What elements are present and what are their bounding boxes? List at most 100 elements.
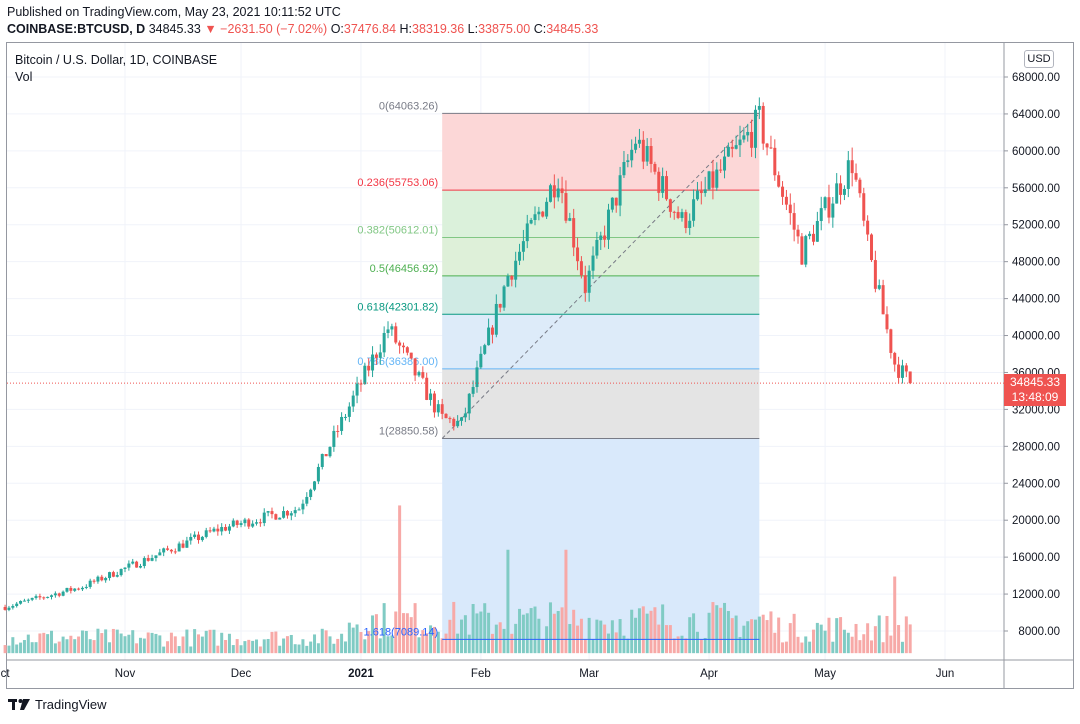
volume-bar [297,644,301,654]
volume-bar [680,635,684,654]
volume-bar [494,624,498,654]
candle-body [877,285,881,289]
bar-countdown: 13:48:09 [1011,390,1059,404]
volume-bar [193,629,197,654]
volume-bar [258,646,262,654]
candle-body [765,143,769,148]
x-tick-label: 2021 [348,668,374,680]
candle-body [622,162,626,176]
candle-body [548,185,552,202]
candle-body [649,146,653,164]
volume-bar [897,625,901,654]
candle-body [715,169,719,188]
candle-body [529,219,533,224]
y-tick-label: 12000.00 [1012,589,1060,601]
candle-body [173,551,177,553]
currency-button[interactable]: USD [1024,50,1054,68]
candle-body [680,212,684,218]
volume-bar [316,643,320,654]
volume-bar [676,636,680,654]
volume-bar [908,624,912,654]
fib-label-0: 0(64063.26) [379,100,438,112]
candle-body [285,511,289,516]
candle-body [262,512,266,524]
candle-body [889,329,893,353]
candle-body [734,145,738,149]
candle-body [220,527,224,532]
volume-bar [185,629,189,654]
symbol: COINBASE:BTCUSD, D [7,22,146,36]
volume-bar [730,618,734,654]
fib-trend-line [441,113,760,439]
volume-bar [15,644,19,654]
last-price-tag: 34845.33 13:48:09 [1004,374,1066,406]
candle-body [142,558,146,567]
volume-bar [831,641,835,654]
candle-body [483,345,487,354]
volume-bar [854,623,858,654]
volume-bar [88,639,92,654]
volume-bar [282,638,286,654]
candle-body [15,603,19,606]
candle-body [231,520,235,527]
candle-body [862,193,866,221]
volume-bar [726,611,730,654]
candle-body [146,558,150,561]
volume-bar [382,603,386,654]
candle-body [224,527,228,531]
candle-body [568,218,572,221]
candle-body [138,566,142,568]
volume-bar [266,638,270,654]
volume-bar [819,624,823,654]
candle-body [908,371,912,384]
x-tick-label: Jun [936,668,955,680]
volume-bar [757,616,761,654]
candle-body [316,466,320,482]
candle-body [50,595,54,597]
candle-body [313,481,317,490]
candle-body [761,105,765,144]
candle-body [881,285,885,315]
volume-bar [870,640,874,654]
fib-label-0.236: 0.236(55753.06) [357,177,438,189]
volume-bar [862,634,866,654]
candle-body [498,303,502,308]
candle-body [166,548,170,550]
candle-body [73,588,77,591]
volume-bar [224,639,228,654]
fib-zone-0.236 [442,190,760,238]
candle-body [282,511,286,518]
volume-bar [374,614,378,654]
candle-body [514,260,518,280]
candle-body [61,591,65,596]
volume-bar [371,615,375,654]
volume-bar [293,644,297,654]
volume-bar [483,603,487,654]
volume-bar [510,633,514,654]
candle-body [541,211,545,217]
fib-zone-0.5 [442,275,760,315]
y-tick-label: 64000.00 [1012,109,1060,121]
volume-bar [591,639,595,654]
candle-body [409,352,413,359]
candle-body [510,276,514,280]
candle-body [467,393,471,414]
fib-label-0.786: 0.786(36386.00) [357,356,438,368]
volume-bar [378,638,382,654]
volume-bar [781,642,785,654]
volume-bar [285,636,289,654]
volume-bar [142,638,146,654]
volume-bar [80,630,84,654]
volume-bar [158,635,162,654]
candle-body [417,372,421,376]
candle-body [637,139,641,144]
volume-bar [827,617,831,654]
volume-bar [46,634,50,654]
candle-body [904,365,908,372]
y-tick-label: 16000.00 [1012,552,1060,564]
volume-bar [34,642,38,654]
candle-body [401,345,405,348]
volume-bar [38,633,42,654]
tradingview-logo[interactable]: TradingView [8,697,107,712]
